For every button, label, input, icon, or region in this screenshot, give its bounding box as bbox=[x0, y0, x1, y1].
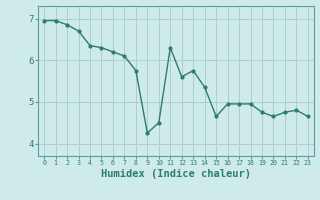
X-axis label: Humidex (Indice chaleur): Humidex (Indice chaleur) bbox=[101, 169, 251, 179]
